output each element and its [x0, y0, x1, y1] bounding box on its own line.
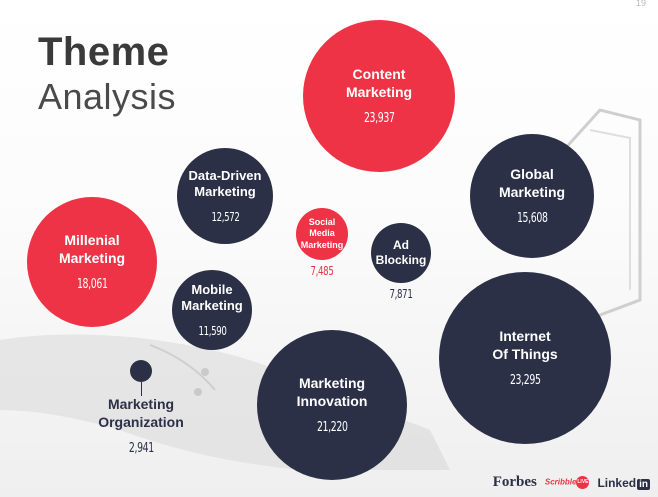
bubble-name: Marketing Organization — [98, 396, 184, 430]
bubble-content-marketing: Content Marketing 23,937 — [303, 20, 455, 172]
bubble-name: Marketing Innovation — [296, 375, 368, 409]
bubble-name: Data-Driven Marketing — [188, 167, 262, 199]
bubble-name: Ad Blocking — [375, 238, 427, 267]
linkedin-text: Linked — [597, 475, 637, 490]
page-number: 19 — [635, 0, 646, 8]
bubble-name: Content Marketing — [345, 66, 413, 100]
bubble-internet-of-things: Internet Of Things 23,295 — [439, 272, 611, 444]
linkedin-in-badge: in — [637, 478, 650, 490]
partner-logos: Forbes ScribbleLIVE Linked in — [493, 474, 650, 491]
bubble-global-marketing: Global Marketing 15,608 — [470, 134, 594, 258]
bubble-value: 23,937 — [363, 111, 395, 126]
bubble-social-media-marketing: Social Media Marketing — [296, 208, 348, 260]
page-subtitle: Analysis — [38, 76, 177, 117]
linkedin-logo: Linked in — [597, 476, 650, 490]
scribble-live-badge: LIVE — [576, 476, 590, 489]
bubble-value: 11,590 — [197, 324, 227, 339]
bubble-name: Internet Of Things — [492, 328, 558, 362]
bubble-value: 15,608 — [516, 211, 548, 226]
bubble-marketing-organization — [130, 360, 152, 382]
page-title: Theme — [38, 30, 170, 74]
scribblelive-logo: ScribbleLIVE — [545, 476, 590, 489]
bubble-value: 7,871 — [389, 287, 413, 301]
scribble-text: Scribble — [544, 477, 577, 487]
bubble-millenial-marketing: Millenial Marketing 18,061 — [27, 197, 157, 327]
bubble-data-driven-marketing: Data-Driven Marketing 12,572 — [177, 148, 273, 244]
bubble-value: 18,061 — [76, 277, 108, 292]
bubble-value: 23,295 — [509, 373, 541, 388]
bubble-label: Marketing Organization 2,941 — [81, 396, 201, 457]
bubble-value: 12,572 — [210, 210, 240, 225]
bubble-value: 7,485 — [310, 264, 334, 278]
bubble-name: Mobile Marketing — [181, 281, 243, 313]
bubble-value: 2,941 — [128, 441, 154, 456]
bubble-value: 21,220 — [316, 420, 348, 435]
bubble-connector — [140, 382, 142, 396]
bubble-name: Millenial Marketing — [58, 232, 126, 266]
bubble-marketing-innovation: Marketing Innovation 21,220 — [257, 330, 407, 480]
bubble-name: Social Media Marketing — [300, 217, 344, 250]
bubble-ad-blocking: Ad Blocking — [371, 223, 431, 283]
forbes-logo: Forbes — [492, 474, 537, 490]
bubble-name: Global Marketing — [498, 166, 566, 200]
bubble-mobile-marketing: Mobile Marketing 11,590 — [172, 270, 252, 350]
